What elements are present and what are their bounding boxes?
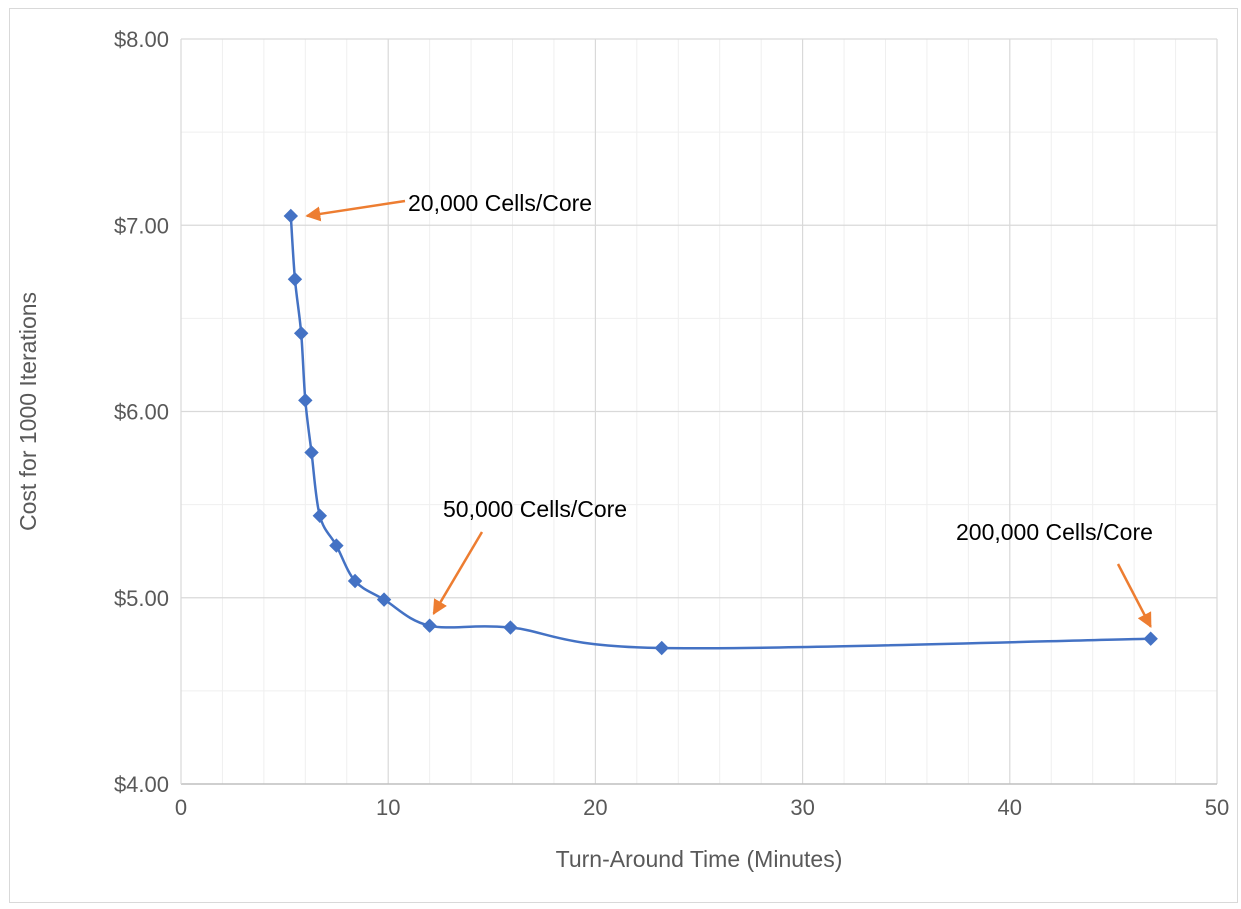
annotation-label: 200,000 Cells/Core [956,519,1153,545]
y-tick-label: $4.00 [114,772,169,797]
data-point-marker [287,272,303,287]
y-tick-label: $7.00 [114,213,169,238]
major-gridlines [181,38,1218,784]
data-point-marker [503,620,518,635]
axis-lines [180,39,1217,785]
y-tick-label: $5.00 [114,586,169,611]
annotation-label: 20,000 Cells/Core [408,190,592,216]
x-tick-label: 20 [583,795,607,820]
x-tick-label: 0 [175,795,187,820]
y-tick-label: $8.00 [114,27,169,52]
series-markers [283,208,1158,656]
annotation-arrow [432,531,484,615]
data-point-marker [1143,631,1158,646]
data-point-marker [347,573,363,589]
annotation-label: 50,000 Cells/Core [443,496,627,522]
data-point-marker [376,592,392,607]
cost-vs-time-chart: 0 10 20 30 40 50 $4.00 $5.00 $6.00 $7.00 $8.00 20… [15,27,1229,872]
data-point-marker [329,538,344,553]
data-point-marker [293,326,309,341]
y-tick-labels: $4.00 $5.00 $6.00 $7.00 $8.00 [114,27,169,797]
data-point-marker [283,208,299,224]
x-axis-title: Turn-Around Time (Minutes) [556,846,843,872]
x-tick-label: 10 [376,795,400,820]
y-axis-title: Cost for 1000 Iterations [15,292,41,531]
x-tick-labels: 0 10 20 30 40 50 [175,795,1229,820]
data-point-marker [654,640,669,656]
x-tick-label: 40 [998,795,1022,820]
data-point-marker [422,618,437,633]
x-tick-label: 50 [1205,795,1229,820]
data-point-marker [298,393,313,408]
annotation-arrow [305,199,406,222]
data-point-marker [312,508,328,524]
chart-frame: 0 10 20 30 40 50 $4.00 $5.00 $6.00 $7.00 $8.00 20… [9,8,1238,903]
y-tick-label: $6.00 [114,400,169,425]
data-point-marker [304,445,319,460]
annotation-arrow [1116,563,1152,629]
x-tick-label: 30 [790,795,814,820]
annotations: 20,000 Cells/Core 50,000 Cells/Core 200,00… [305,190,1153,629]
series-line [289,215,1151,650]
